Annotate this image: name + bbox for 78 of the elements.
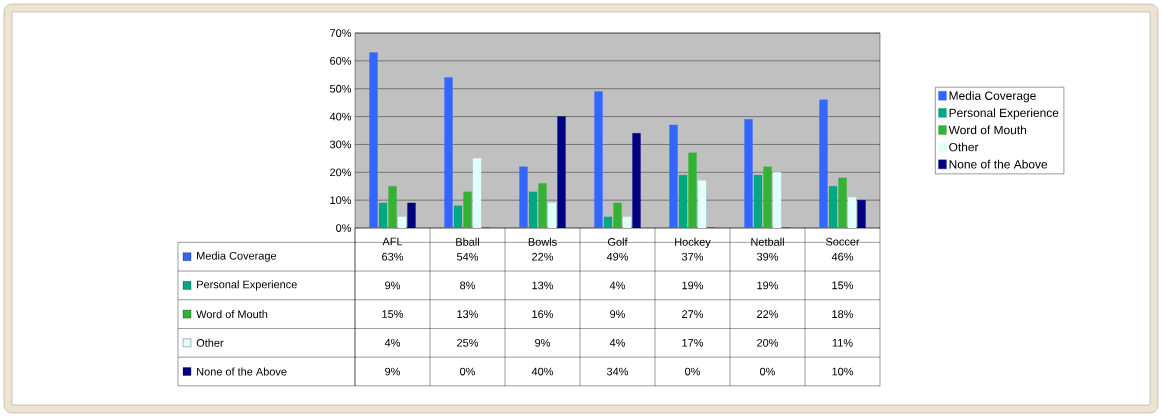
bar bbox=[838, 177, 847, 229]
x-tick-label: Hockey bbox=[675, 237, 711, 248]
data-label: 4% bbox=[609, 281, 626, 290]
legend-label: Media Coverage bbox=[197, 251, 277, 262]
data-label: 15% bbox=[382, 310, 404, 318]
legend-label: Other bbox=[949, 142, 979, 152]
data-label: 20% bbox=[757, 338, 779, 347]
text: Personal Experience bbox=[949, 108, 1059, 120]
data-label: 27% bbox=[682, 310, 704, 318]
data-label: 4% bbox=[384, 338, 401, 347]
bar bbox=[388, 186, 397, 229]
bar bbox=[519, 166, 528, 229]
x-tick-label: Soccer bbox=[825, 237, 860, 246]
data-label: 19% bbox=[682, 281, 704, 290]
data-label: 54% bbox=[456, 252, 479, 261]
bar bbox=[632, 133, 641, 229]
data-label: 4% bbox=[609, 338, 626, 347]
y-tick-label: 40% bbox=[329, 112, 352, 121]
x-tick-label: Netball bbox=[751, 237, 784, 246]
data-label: 9% bbox=[610, 310, 626, 318]
text: Word of Mouth bbox=[196, 310, 268, 319]
bar bbox=[744, 119, 753, 229]
text: Other bbox=[196, 338, 224, 347]
bar bbox=[613, 202, 622, 229]
data-label: 63% bbox=[382, 252, 404, 261]
bar bbox=[857, 200, 866, 229]
data-label: 40% bbox=[531, 367, 554, 376]
data-label: 15% bbox=[832, 281, 854, 290]
bar bbox=[369, 52, 378, 229]
y-tick-label: 30% bbox=[329, 140, 352, 149]
data-label: 22% bbox=[532, 252, 554, 261]
y-tick-label: 50% bbox=[329, 84, 352, 93]
data-label: 39% bbox=[756, 252, 779, 261]
data-label: 0% bbox=[760, 367, 776, 376]
x-tick-label: Bowls bbox=[528, 237, 557, 246]
data-label: 13% bbox=[532, 281, 554, 290]
data-label: 0% bbox=[460, 367, 476, 376]
data-label: 19% bbox=[757, 281, 779, 290]
bar bbox=[819, 99, 828, 229]
legend-label: Word of Mouth bbox=[948, 125, 1027, 135]
data-label: 49% bbox=[606, 252, 629, 261]
bar bbox=[463, 191, 472, 229]
data-label: 16% bbox=[532, 310, 554, 318]
data-label: 13% bbox=[457, 310, 479, 318]
y-tick-label: 20% bbox=[330, 168, 352, 177]
data-label: 11% bbox=[832, 338, 853, 347]
y-tick-label: 10% bbox=[330, 196, 352, 205]
data-label: 0% bbox=[685, 367, 701, 376]
x-tick-label: AFL bbox=[382, 237, 403, 246]
y-tick-label: 60% bbox=[330, 57, 352, 65]
bar bbox=[669, 124, 678, 229]
bar bbox=[763, 166, 772, 229]
data-label: 18% bbox=[832, 310, 854, 318]
bar bbox=[594, 91, 603, 229]
data-label: 46% bbox=[831, 252, 854, 261]
data-label: 9% bbox=[535, 338, 551, 347]
x-tick-label: Bball bbox=[456, 237, 479, 246]
legend-label: None of the Above bbox=[949, 159, 1048, 169]
bar bbox=[688, 152, 697, 229]
text: None of the Above bbox=[197, 367, 287, 376]
data-label: 9% bbox=[385, 281, 401, 290]
data-label: 37% bbox=[681, 252, 704, 261]
x-tick-label: Golf bbox=[608, 237, 628, 246]
bar bbox=[538, 183, 547, 229]
y-tick-label: 70% bbox=[330, 29, 352, 37]
bar bbox=[407, 202, 416, 229]
data-label: 9% bbox=[385, 367, 401, 376]
legend-label: Personal Experience bbox=[197, 280, 297, 291]
bar bbox=[444, 77, 453, 229]
data-label: 8% bbox=[460, 281, 476, 290]
data-label: 17% bbox=[682, 338, 704, 347]
text: Media Coverage bbox=[949, 91, 1036, 103]
y-tick-label: 0% bbox=[336, 224, 352, 232]
data-label: 22% bbox=[757, 310, 779, 318]
bar bbox=[557, 116, 566, 229]
data-label: 10% bbox=[832, 367, 854, 376]
data-label: 25% bbox=[457, 338, 479, 347]
data-label: 34% bbox=[606, 367, 629, 376]
